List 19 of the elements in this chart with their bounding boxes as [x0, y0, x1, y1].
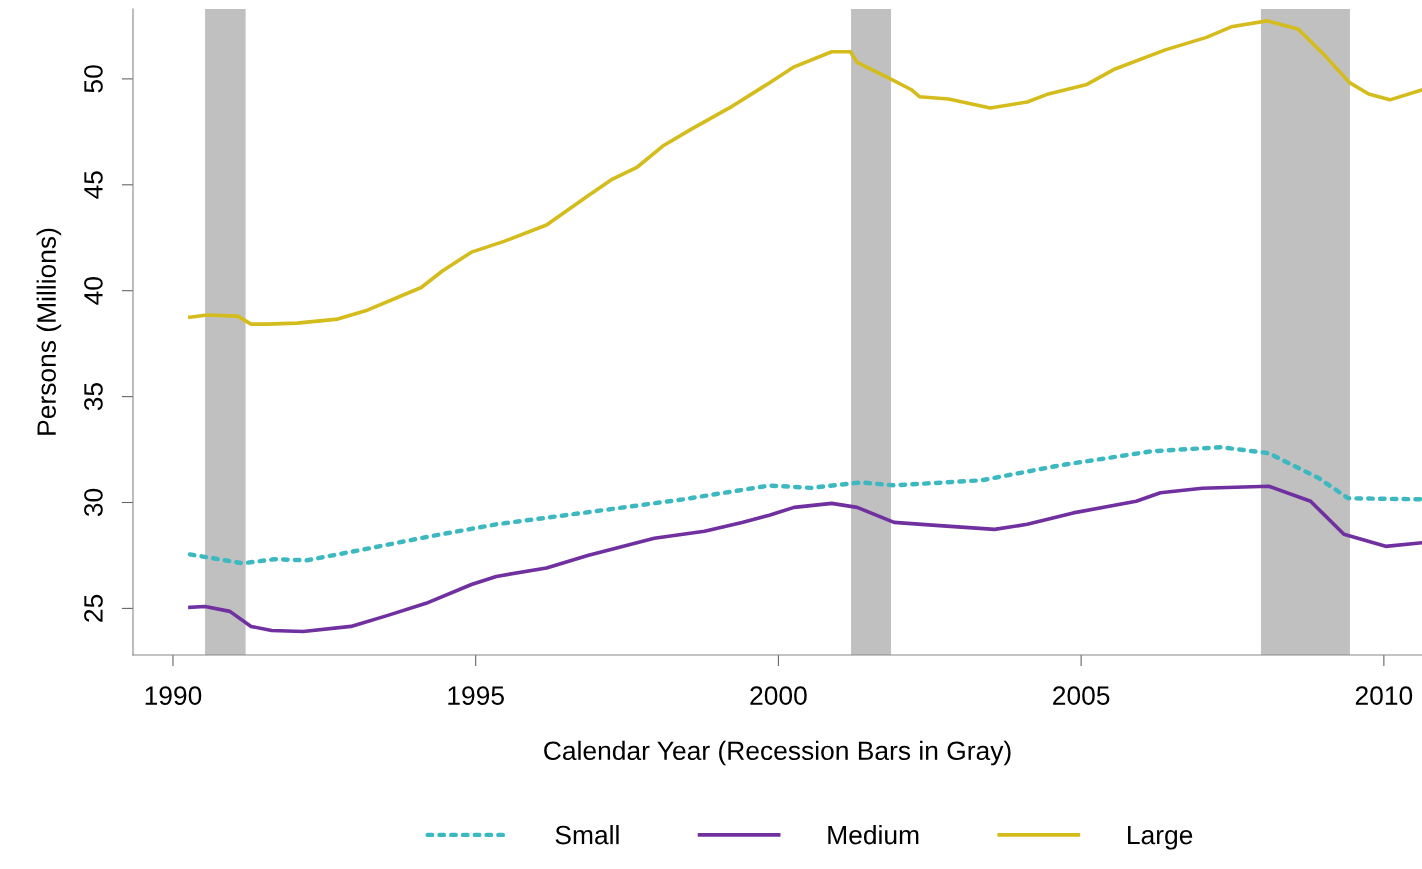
x-tick-label: 1995	[448, 686, 504, 705]
line-series	[188, 484, 1422, 634]
x-tick-label: 1990	[145, 686, 202, 705]
line-series	[188, 19, 1422, 326]
y-tick-label: 35	[84, 383, 103, 411]
x-tick-label: 2010	[1355, 686, 1413, 705]
x-tick-label: 2000	[750, 686, 807, 705]
y-tick-label: 30	[84, 488, 103, 517]
x-tick-label: 2005	[1053, 686, 1110, 705]
y-tick-label: 45	[84, 171, 103, 199]
legend-label: Large	[1128, 825, 1193, 850]
x-axis-title: Calendar Year (Recession Bars in Gray)	[544, 740, 1011, 766]
legend-label: Small	[555, 825, 619, 845]
y-tick-label: 40	[84, 277, 103, 305]
line-series	[187, 445, 1422, 566]
y-tick-label: 25	[84, 594, 103, 622]
legend-label: Medium	[828, 825, 919, 845]
y-axis-title: Persons (Millions)	[36, 228, 62, 435]
y-tick-label: 50	[84, 65, 103, 93]
